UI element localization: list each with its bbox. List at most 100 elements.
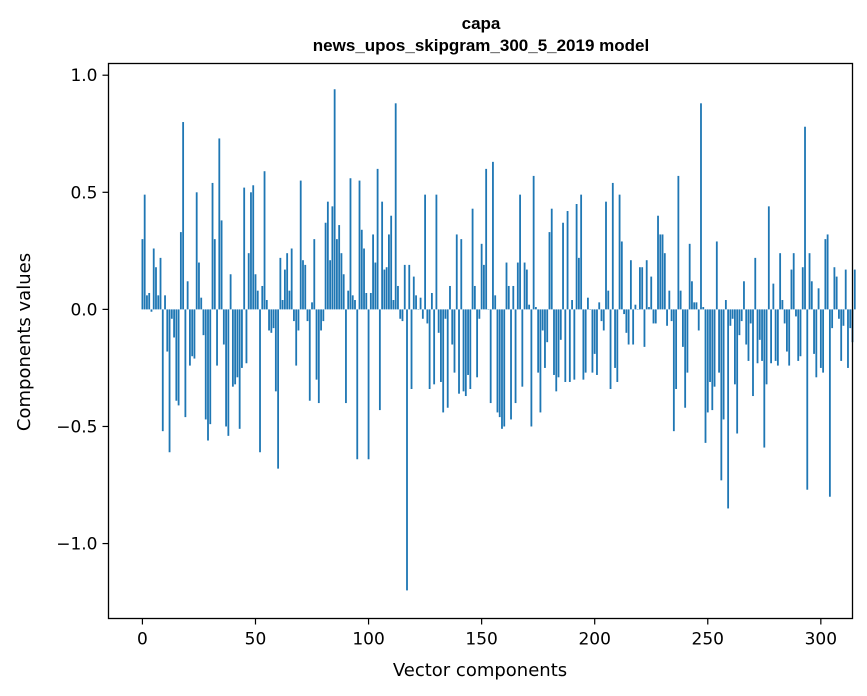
bar bbox=[354, 300, 356, 310]
bar bbox=[326, 201, 329, 310]
bar bbox=[711, 309, 714, 411]
bar bbox=[681, 309, 684, 347]
bar bbox=[189, 309, 191, 366]
bar bbox=[383, 269, 386, 310]
bar bbox=[815, 309, 818, 378]
bar bbox=[672, 309, 675, 432]
bar bbox=[781, 300, 784, 310]
bar bbox=[625, 309, 628, 333]
bar bbox=[270, 309, 273, 333]
bar bbox=[510, 309, 512, 420]
bar bbox=[331, 206, 334, 310]
bar bbox=[306, 309, 309, 322]
bar bbox=[643, 309, 646, 347]
bar bbox=[424, 194, 426, 310]
y-axis-label: Components values bbox=[14, 253, 35, 431]
bar bbox=[616, 309, 619, 382]
bar bbox=[546, 309, 549, 343]
bar bbox=[593, 309, 596, 354]
bar bbox=[191, 309, 194, 357]
bar bbox=[838, 309, 840, 319]
bar bbox=[159, 257, 162, 310]
bar bbox=[539, 309, 542, 413]
bar bbox=[471, 208, 474, 310]
bar bbox=[797, 309, 800, 361]
bar bbox=[736, 309, 739, 434]
bar bbox=[372, 234, 374, 310]
bar bbox=[605, 201, 607, 310]
bar bbox=[482, 264, 485, 310]
bar bbox=[819, 309, 822, 368]
bar bbox=[600, 309, 603, 322]
bar bbox=[410, 309, 413, 390]
bar bbox=[577, 257, 580, 310]
bar bbox=[195, 192, 198, 310]
bar bbox=[652, 309, 655, 324]
bar bbox=[659, 234, 662, 310]
bar bbox=[440, 309, 442, 382]
bar bbox=[381, 201, 384, 310]
bar bbox=[774, 309, 777, 361]
y-tick-label: 0.0 bbox=[70, 300, 97, 320]
bar bbox=[718, 309, 720, 373]
bar bbox=[808, 253, 811, 310]
bar bbox=[501, 309, 503, 429]
bar bbox=[243, 187, 246, 310]
bar bbox=[645, 260, 648, 310]
bar bbox=[202, 309, 205, 336]
bar bbox=[761, 309, 763, 361]
bar bbox=[804, 126, 806, 310]
bar bbox=[822, 309, 825, 373]
bar bbox=[444, 309, 447, 319]
bar bbox=[770, 309, 772, 364]
bar bbox=[177, 309, 180, 406]
bar bbox=[279, 257, 282, 310]
bar bbox=[295, 309, 298, 366]
bar bbox=[358, 180, 361, 310]
bar bbox=[286, 253, 289, 310]
bar bbox=[840, 309, 843, 361]
bar bbox=[537, 309, 540, 373]
bar bbox=[532, 175, 535, 310]
bar bbox=[564, 309, 567, 382]
bar bbox=[634, 304, 637, 310]
bar bbox=[231, 309, 234, 387]
bar bbox=[724, 300, 727, 310]
bar bbox=[580, 194, 583, 310]
bar bbox=[587, 297, 589, 310]
bar bbox=[164, 295, 166, 310]
bar bbox=[173, 309, 175, 338]
bar bbox=[535, 307, 537, 310]
bar bbox=[207, 309, 209, 441]
bar bbox=[473, 285, 476, 310]
bar bbox=[639, 267, 641, 310]
bar bbox=[152, 248, 155, 310]
bar bbox=[813, 309, 815, 354]
bar bbox=[754, 257, 757, 310]
bar bbox=[297, 309, 300, 331]
x-axis-label: Vector components bbox=[393, 660, 567, 681]
bar bbox=[614, 309, 616, 368]
bar bbox=[406, 309, 408, 591]
bar bbox=[397, 285, 399, 310]
bar bbox=[256, 290, 259, 310]
x-tick-label: 50 bbox=[245, 630, 267, 650]
bar bbox=[311, 302, 313, 310]
bar bbox=[747, 309, 750, 361]
bar bbox=[523, 262, 526, 310]
bar bbox=[568, 309, 571, 382]
bar bbox=[519, 194, 521, 310]
bar bbox=[582, 309, 585, 380]
y-tick-label: 1.0 bbox=[70, 66, 97, 86]
bar bbox=[562, 222, 564, 310]
bar bbox=[706, 309, 709, 413]
bar bbox=[835, 276, 838, 310]
bar bbox=[828, 309, 831, 497]
bar bbox=[618, 194, 621, 310]
bar bbox=[548, 232, 551, 310]
bar bbox=[272, 309, 275, 329]
bar bbox=[684, 309, 687, 408]
bar bbox=[591, 309, 594, 373]
bar bbox=[686, 309, 689, 373]
bar bbox=[709, 309, 711, 382]
